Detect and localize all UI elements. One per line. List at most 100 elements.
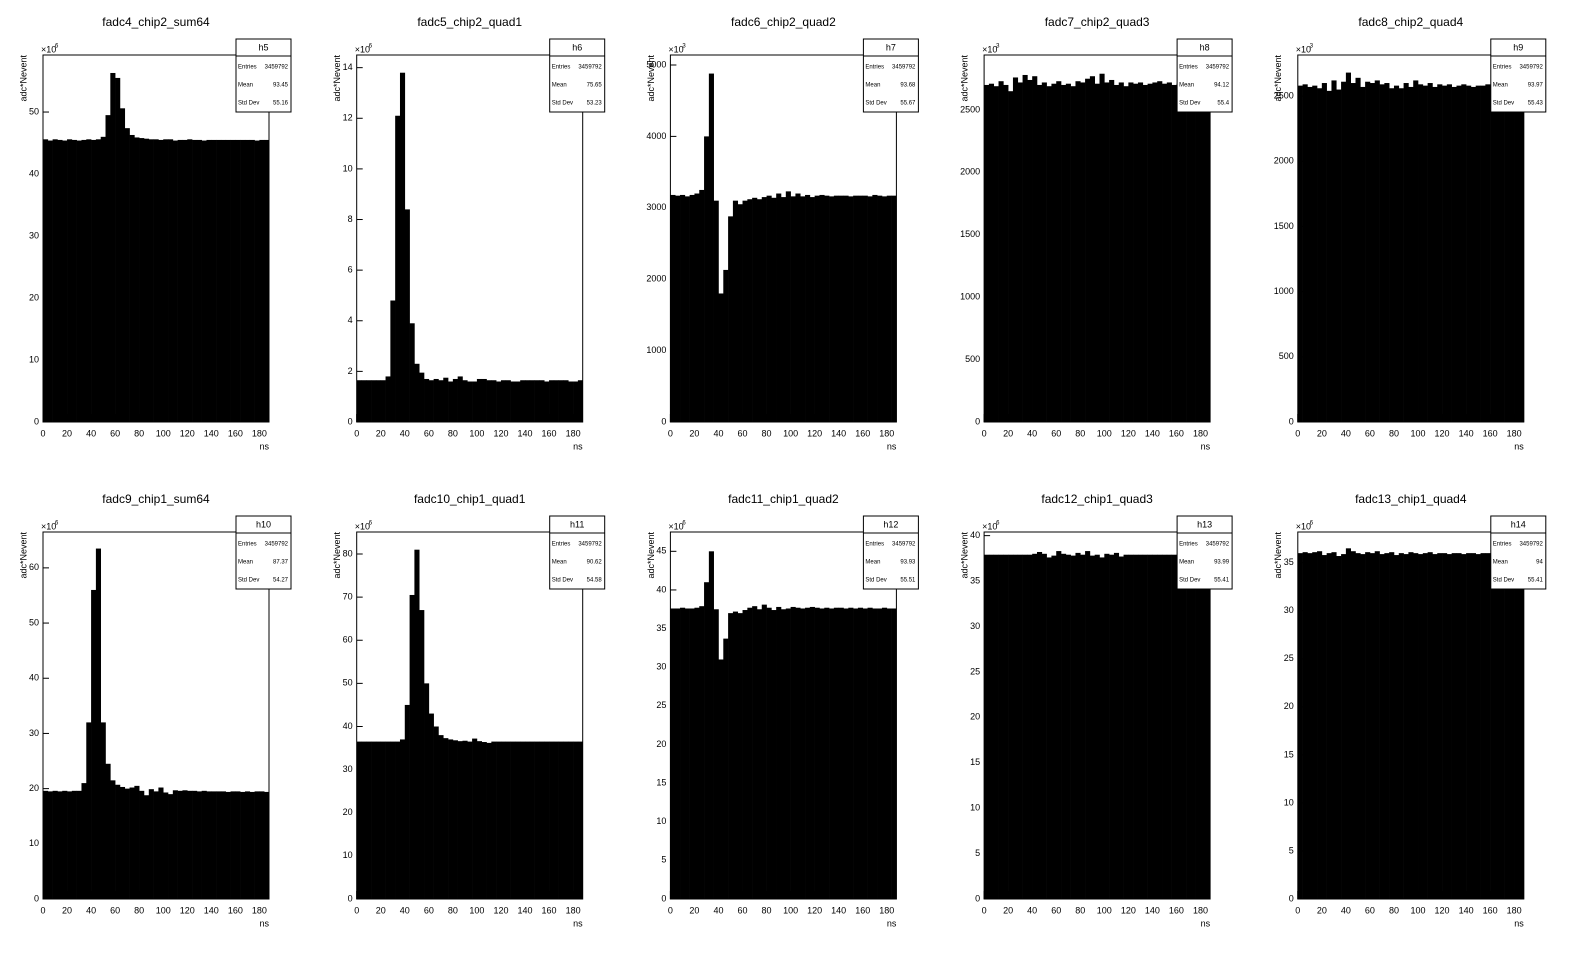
x-tick-label: 100 [1097, 428, 1112, 438]
histogram-bar [216, 791, 222, 899]
histogram-bar [1051, 83, 1057, 423]
histogram-bar [515, 741, 521, 899]
y-axis-label: adc*Nevent [646, 532, 656, 579]
stats-label: Std Dev [865, 578, 886, 584]
x-tick-label: 20 [689, 428, 699, 438]
histogram-bar [670, 608, 676, 899]
histogram-bar [776, 606, 782, 899]
histogram-bar [76, 140, 82, 423]
x-tick-label: 160 [1483, 428, 1498, 438]
histogram-bar [699, 606, 705, 899]
stats-box [549, 38, 606, 113]
y-tick-label: 1500 [1274, 221, 1294, 231]
histogram-bar [249, 791, 255, 899]
histogram-bar [718, 293, 724, 422]
histogram-bar [1456, 553, 1462, 899]
y-tick-label: 60 [29, 562, 39, 572]
histogram-bar [115, 77, 121, 422]
histogram-bar [704, 136, 710, 422]
x-tick-label: 100 [1410, 428, 1425, 438]
histogram-bar [1041, 82, 1047, 422]
stats-name: h11 [570, 519, 584, 529]
histogram-bar [742, 610, 748, 899]
histogram-bar [1490, 85, 1496, 422]
x-tick-label: 60 [738, 905, 748, 915]
histogram-bar [1475, 85, 1481, 422]
histogram-bar [1480, 553, 1486, 899]
histogram-bar [993, 86, 999, 422]
stats-box [1176, 38, 1233, 113]
histogram-bar [1374, 80, 1380, 423]
x-tick-label: 160 [542, 428, 557, 438]
histogram-bar [1365, 81, 1371, 422]
x-tick-label: 120 [807, 428, 822, 438]
y-tick-label: 30 [970, 621, 980, 631]
x-tick-label: 160 [228, 428, 243, 438]
histogram-bar [1032, 553, 1038, 899]
x-tick-label: 0 [668, 905, 673, 915]
histogram-bar [134, 137, 140, 422]
histogram-bar [1186, 554, 1192, 899]
x-tick-label: 180 [1507, 428, 1522, 438]
histogram-bar [1446, 554, 1452, 899]
histogram-bar [371, 741, 377, 899]
histogram-bar [891, 608, 897, 899]
x-axis-label: ns [573, 441, 583, 451]
histogram-bar [264, 791, 270, 899]
x-tick-label: 20 [62, 905, 72, 915]
y-tick-label: 10 [970, 803, 980, 813]
chart-title: fadc8_chip2_quad4 [1358, 15, 1463, 29]
histogram-bar [419, 372, 425, 422]
x-tick-label: 120 [1121, 428, 1136, 438]
y-tick-label: 70 [343, 591, 353, 601]
plot-frame [356, 531, 584, 900]
x-tick-label: 40 [1341, 428, 1351, 438]
histogram-bar [230, 791, 236, 899]
histogram-bar [993, 554, 999, 899]
histogram-bar [848, 196, 854, 422]
x-tick-label: 0 [354, 905, 359, 915]
histogram-bar [1446, 84, 1452, 422]
histogram-bar [984, 84, 990, 423]
histogram-bar [105, 115, 111, 422]
histogram-bar [1003, 84, 1009, 423]
histogram-bar [1307, 86, 1313, 423]
histogram-bar [361, 741, 367, 899]
histogram-bar [1061, 553, 1067, 899]
x-tick-label: 80 [134, 905, 144, 915]
histogram-bar [1142, 84, 1148, 423]
histogram-bar [187, 139, 193, 423]
histogram-bar [1355, 553, 1361, 899]
histogram-bar [1118, 556, 1124, 899]
histogram-bar [1456, 85, 1462, 422]
histogram-bar [539, 380, 545, 422]
histogram-bar [1432, 86, 1438, 423]
histogram-bar [814, 607, 820, 899]
histogram-bar [254, 140, 260, 423]
histogram-bar [1012, 77, 1019, 422]
histogram-bar [694, 607, 700, 899]
histogram-bar [1113, 552, 1120, 899]
y-tick-label: 20 [29, 783, 39, 793]
histogram-bar [1152, 554, 1158, 899]
histogram-bar [1056, 551, 1062, 899]
x-tick-label: 80 [448, 905, 458, 915]
y-tick-label: 2500 [960, 104, 980, 114]
histogram-bar [1061, 84, 1067, 423]
x-tick-label: 60 [424, 905, 434, 915]
histogram-bar [848, 607, 854, 899]
histogram-bar [399, 72, 406, 423]
histogram-bar [568, 381, 574, 422]
y-tick-label: 0 [1289, 893, 1294, 903]
histogram-bar [1022, 74, 1028, 423]
histogram-bar [1398, 553, 1404, 899]
stats-name: h7 [886, 42, 896, 52]
histogram-bar [1036, 84, 1043, 423]
histogram-bar [235, 139, 241, 423]
histogram-bar [1350, 551, 1356, 899]
stats-label: Entries [865, 65, 884, 71]
x-tick-label: 100 [156, 428, 171, 438]
histogram-bar [780, 609, 787, 899]
histogram-bar [390, 741, 396, 899]
stats-box [1176, 515, 1233, 590]
